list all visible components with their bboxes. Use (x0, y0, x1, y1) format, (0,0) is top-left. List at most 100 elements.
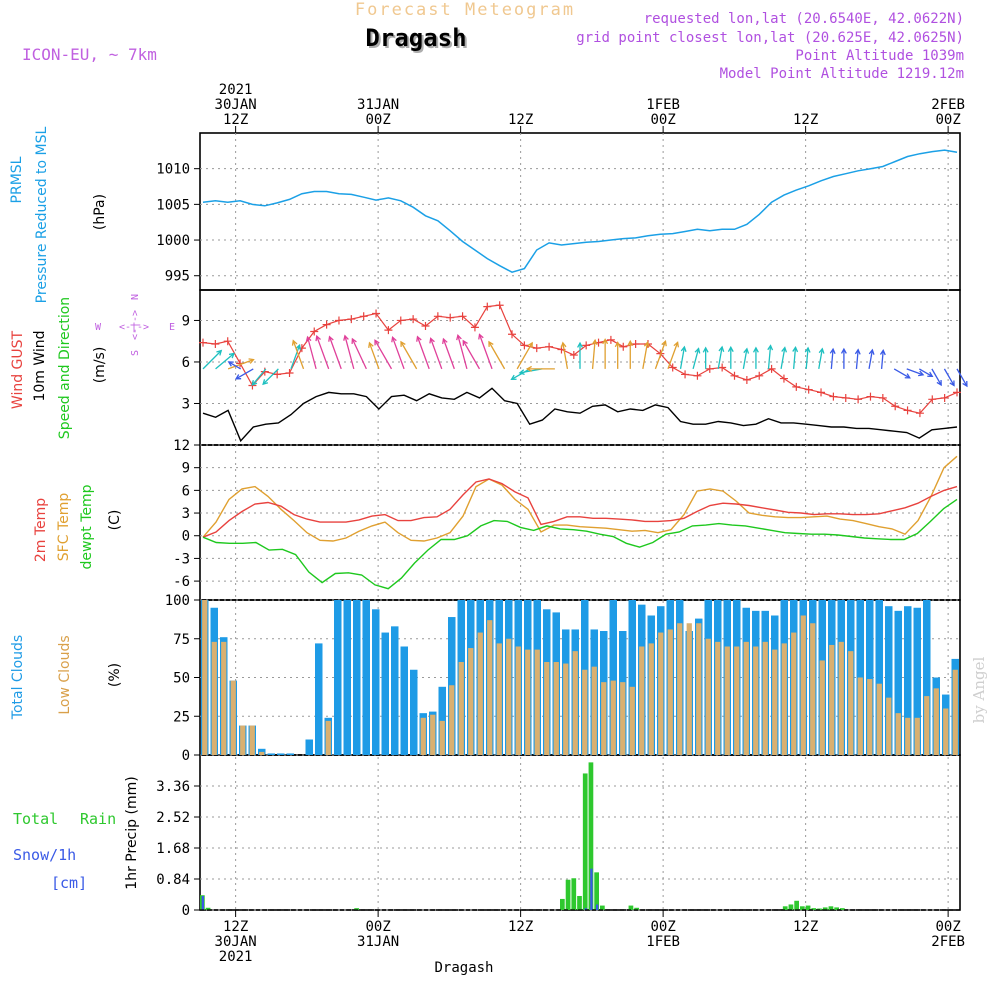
y-tick-label: 3 (182, 396, 190, 412)
precip-axis-label: 1hr Precip (mm) (124, 776, 140, 889)
gust-marker (681, 370, 690, 379)
y-tick-label: 100 (165, 593, 190, 609)
wind-direction-arrow (516, 342, 533, 370)
compass-vertical-axis: <-|-> (130, 310, 141, 340)
gust-marker (878, 393, 887, 402)
temp-label-dewpt: dewpt Temp (79, 484, 95, 569)
wind-arrow-head (518, 369, 525, 376)
precip-legend-unit: [cm] (51, 874, 87, 892)
wind-arrow-head (262, 379, 269, 386)
low-cloud-bar (762, 641, 768, 755)
rain-bar (782, 906, 788, 910)
total-cloud-bar (343, 600, 351, 755)
wind-direction-arrow (880, 350, 884, 369)
low-cloud-bar (819, 660, 825, 755)
wind-direction-arrow (391, 337, 405, 370)
low-cloud-bar (325, 720, 331, 755)
low-cloud-bar (800, 615, 806, 755)
low-cloud-bar (591, 666, 597, 755)
precip-legend-snow: Snow/1h (13, 846, 76, 864)
y-tick-label: 0 (182, 903, 190, 919)
wind-arrow-head (525, 365, 532, 372)
low-cloud-bar (686, 623, 692, 755)
total-cloud-bar (913, 607, 921, 755)
wind-arrow-head (251, 379, 258, 387)
top-time-label: 30JAN (215, 97, 257, 113)
gust-marker (891, 402, 900, 411)
gust-marker (310, 327, 319, 336)
gust-marker (483, 302, 492, 311)
wind-speed-line (202, 387, 958, 443)
wind-arrow-head (767, 344, 774, 351)
wind-direction-arrow (792, 347, 797, 369)
low-cloud-bar (952, 669, 958, 755)
requested-coords: requested lon,lat (20.6540E, 42.0622N) (644, 11, 964, 27)
wind-arrow-head (718, 345, 725, 352)
low-cloud-bar (544, 662, 550, 755)
rain-bar (600, 905, 605, 910)
product-title: Forecast Meteogram (355, 0, 575, 20)
wind-direction-arrow (227, 359, 254, 370)
wind-arrow-head (680, 345, 687, 352)
rain-bar (822, 907, 828, 910)
wind-arrow-head (673, 341, 680, 348)
wind-arrow-head (661, 339, 667, 347)
gust-marker (396, 316, 405, 325)
bottom-time-label: 00Z (650, 919, 675, 935)
low-cloud-bar (943, 708, 949, 755)
low-cloud-bar (734, 646, 740, 755)
wind-arrow-head (627, 339, 634, 346)
wind-direction-arrow (374, 339, 393, 370)
gust-marker (446, 313, 455, 322)
total-cloud-bar (894, 610, 902, 755)
bottom-time-label: 12Z (223, 919, 248, 935)
wind-direction-arrow (292, 340, 305, 370)
gust-marker (520, 341, 529, 350)
wind-arrow-head (962, 381, 968, 388)
wind-direction-arrow (855, 349, 859, 369)
rain-bar (634, 907, 639, 910)
gust-marker (742, 375, 751, 384)
wind-direction-arrow (742, 348, 748, 369)
watermark: by Angel (970, 656, 988, 723)
gust-marker (730, 371, 739, 380)
wind-arrow-head (829, 347, 836, 355)
compass-south: S (130, 350, 141, 356)
wind-direction-arrow (868, 349, 874, 369)
bottom-time-label: 31JAN (357, 934, 399, 950)
wind-arrow-head (478, 333, 484, 340)
top-time-label: 12Z (508, 112, 533, 128)
rain-bar (594, 872, 599, 910)
gust-marker (347, 315, 356, 324)
y-tick-label: 0 (182, 748, 190, 764)
wind-arrow-head (818, 347, 825, 354)
y-tick-label: 3 (182, 506, 190, 522)
total-cloud-bar (353, 600, 361, 755)
rain-bar (811, 908, 817, 910)
total-cloud-bar (286, 753, 294, 755)
low-cloud-bar (667, 629, 673, 755)
low-cloud-bar (876, 683, 882, 755)
wind-direction-arrow (717, 346, 723, 369)
rain-bar (805, 905, 811, 910)
y-tick-label: 1.68 (156, 841, 190, 857)
wind-direction-arrow (368, 342, 380, 370)
precip-legend-rain: Rain (80, 810, 116, 828)
low-cloud-bar (420, 717, 426, 755)
wind-arrow-head (904, 373, 911, 379)
low-cloud-bar (534, 649, 540, 755)
low-cloud-bar (515, 646, 521, 755)
top-time-label: 2021 (219, 82, 253, 98)
total-cloud-bar (315, 643, 323, 755)
low-cloud-bar (240, 725, 246, 755)
sfc-temp-line (202, 455, 958, 542)
pressure-label-prmsl: PRMSL (9, 156, 25, 203)
gust-marker (470, 323, 479, 332)
low-cloud-bar (753, 646, 759, 755)
gust-marker (223, 337, 232, 346)
low-cloud-bar (249, 725, 255, 755)
bottom-time-label: 1FEB (646, 934, 680, 950)
compass-west: W (95, 322, 102, 333)
wind-arrow-head (743, 347, 750, 354)
